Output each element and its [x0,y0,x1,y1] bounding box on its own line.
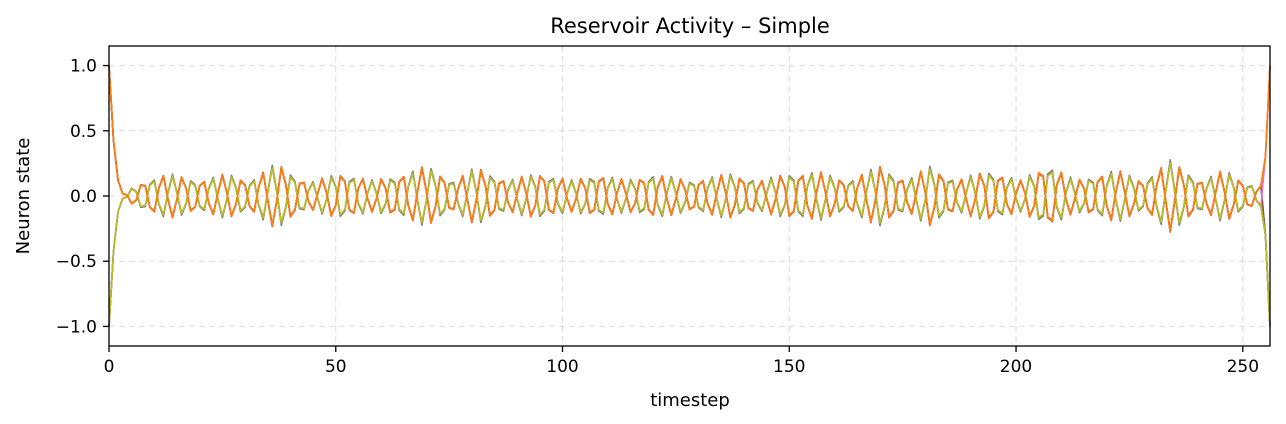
neuron-series-2 [108,161,1271,327]
x-tick-label-5: 250 [1227,357,1259,377]
y-tick-label-1: 0.5 [70,122,97,142]
series-lines [108,65,1271,327]
x-tick-label-2: 100 [546,357,578,377]
x-tick-label-3: 150 [773,357,805,377]
neuron-series-9 [108,65,1271,233]
x-tick-label-0: 0 [104,357,115,377]
x-tick-label-4: 200 [1000,357,1032,377]
y-tick-label-0: 1.0 [70,57,97,77]
x-tick-label-1: 50 [325,357,347,377]
neuron-series-8 [108,162,1271,327]
y-tick-label-3: −0.5 [56,252,97,272]
x-axis-label: timestep [650,390,730,411]
y-axis-label: Neuron state [13,138,34,255]
x-axis-ticks: 0 50 100 150 200 250 [104,346,1259,377]
y-tick-label-2: 0.0 [70,187,97,207]
y-axis-ticks: 1.0 0.5 0.0 −0.5 −1.0 [56,57,109,337]
y-tick-label-4: −1.0 [56,317,97,337]
chart-title: Reservoir Activity – Simple [550,14,830,38]
